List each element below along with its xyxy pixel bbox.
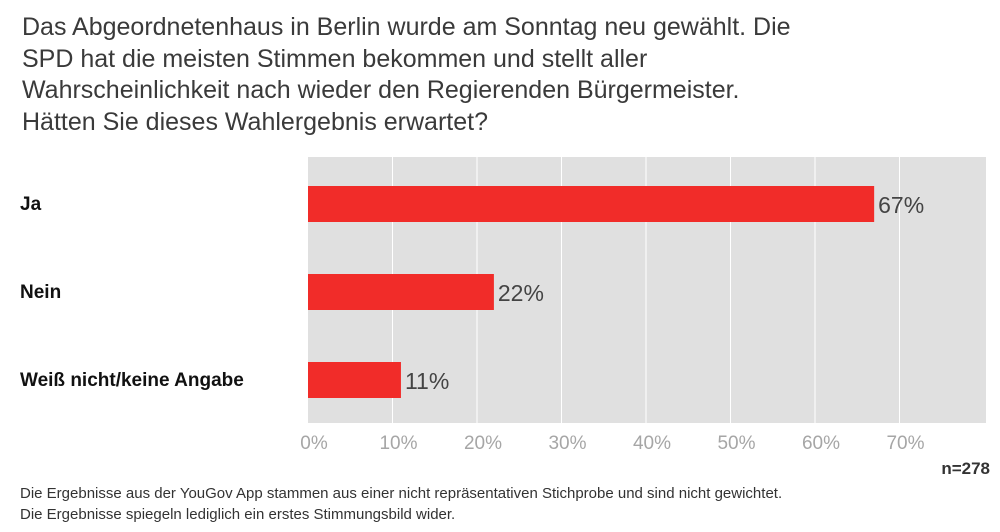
value-label-3: 11% xyxy=(405,368,449,394)
x-tick-label-10: 10% xyxy=(379,433,417,454)
bar-1 xyxy=(308,186,875,222)
footnote-line-1: Die Ergebnisse aus der YouGov App stamme… xyxy=(20,485,783,502)
footnote: Die Ergebnisse aus der YouGov App stamme… xyxy=(20,483,980,525)
x-tick-label-50: 50% xyxy=(717,433,755,454)
value-label-2: 22% xyxy=(498,280,544,306)
category-label-3: Weiß nicht/keine Angabe xyxy=(20,370,244,391)
x-tick-label-70: 70% xyxy=(886,433,924,454)
x-tick-label-20: 20% xyxy=(464,433,502,454)
category-label-1: Ja xyxy=(20,194,42,215)
bar-3 xyxy=(308,362,401,398)
bar-2 xyxy=(308,274,494,310)
x-tick-label-0: 0% xyxy=(300,433,328,454)
sample-size-label: n=278 xyxy=(941,459,990,478)
value-label-1: 67% xyxy=(878,192,924,218)
question-title: Das Abgeordnetenhaus in Berlin wurde am … xyxy=(22,13,791,136)
footnote-line-2: Die Ergebnisse spiegeln lediglich ein er… xyxy=(20,506,456,523)
category-label-2: Nein xyxy=(20,282,61,303)
x-tick-label-40: 40% xyxy=(633,433,671,454)
x-tick-label-60: 60% xyxy=(802,433,840,454)
x-tick-label-30: 30% xyxy=(548,433,586,454)
